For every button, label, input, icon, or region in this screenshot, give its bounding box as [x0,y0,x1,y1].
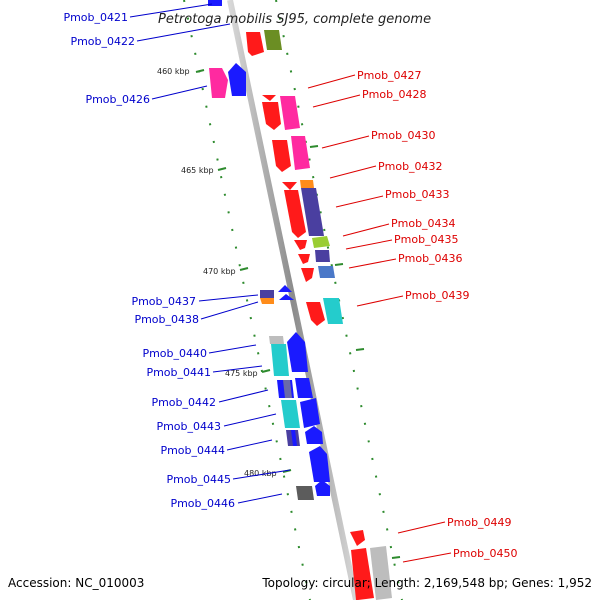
gene-label-pmob-0450[interactable]: Pmob_0450 [453,547,518,560]
gene-arrow-pmob-0433b[interactable] [301,188,324,236]
gene-label-pmob-0435[interactable]: Pmob_0435 [394,233,459,246]
gene-arrow-pmob-0440c[interactable] [287,332,308,372]
gene-arrow-pmob-0427b[interactable] [262,102,281,130]
gene-arrow-pmob-0443a[interactable] [281,400,300,428]
topology-text: Topology: circular; Length: 2,169,548 bp… [261,576,592,590]
gene-arrow-pmob-0436b[interactable] [318,266,335,278]
scale-major-ticks [195,69,401,559]
gene-arrow-pmob-0434b[interactable] [294,240,307,250]
gene-arrow-pmob-0444b[interactable] [291,430,297,446]
gene-label-pmob-0441[interactable]: Pmob_0441 [146,366,211,379]
gene-arrow-pmob-0428[interactable] [280,96,300,130]
gene-label-pmob-0428[interactable]: Pmob_0428 [362,88,427,101]
gene-label-pmob-0433[interactable]: Pmob_0433 [385,188,450,201]
accession-text: Accession: NC_010003 [8,576,144,590]
gene-arrow-pmob-0442b[interactable] [283,380,292,398]
gene-arrow-pmob-0449[interactable] [350,530,365,546]
leader-lines-left [129,3,291,504]
gene-arrow-pmob-0422b[interactable] [264,30,282,50]
gene-label-pmob-0427[interactable]: Pmob_0427 [357,69,422,82]
gene-arrow-pmob-0450b[interactable] [370,546,392,600]
scale-label-465: 465 kbp [181,166,214,175]
gene-arrow-pmob-0437b[interactable] [278,285,292,292]
scale-label-460: 460 kbp [157,67,190,76]
gene-arrow-pmob-0444c[interactable] [305,426,323,444]
gene-label-pmob-0430[interactable]: Pmob_0430 [371,129,436,142]
gene-label-pmob-0437[interactable]: Pmob_0437 [131,295,196,308]
gene-arrow-pmob-0445[interactable] [309,446,330,482]
gene-label-pmob-0436[interactable]: Pmob_0436 [398,252,463,265]
gene-label-pmob-0421[interactable]: Pmob_0421 [63,11,128,24]
gene-arrow-pmob-0437[interactable] [260,290,274,298]
gene-arrow-pmob-0430b[interactable] [291,136,310,170]
gene-arrow-pmob-0426b[interactable] [228,63,246,96]
genome-title: Petrotoga mobilis SJ95, complete genome [158,12,431,27]
gene-label-pmob-0438[interactable]: Pmob_0438 [134,313,199,326]
gene-arrow-pmob-0450a[interactable] [351,548,374,600]
gene-arrow-pmob-0427a[interactable] [262,95,276,101]
gene-label-pmob-0434[interactable]: Pmob_0434 [391,217,456,230]
gene-arrow-pmob-0426a[interactable] [209,68,228,98]
features-forward-strand [246,30,392,600]
gene-label-pmob-0449[interactable]: Pmob_0449 [447,516,512,529]
scale-label-470: 470 kbp [203,267,236,276]
gene-arrow-pmob-0422a[interactable] [246,32,264,56]
gene-label-pmob-0422[interactable]: Pmob_0422 [70,35,135,48]
gene-label-pmob-0445[interactable]: Pmob_0445 [166,473,231,486]
gene-label-pmob-0444[interactable]: Pmob_0444 [160,444,225,457]
gene-arrow-pmob-0441[interactable] [295,378,313,398]
scale-track-left [183,0,311,600]
gene-label-pmob-0439[interactable]: Pmob_0439 [405,289,470,302]
scale-label-475: 475 kbp [225,369,258,378]
gene-arrow-pmob-0432b[interactable] [300,180,314,188]
gene-arrow-pmob-0430a[interactable] [272,140,291,172]
gene-arrow-pmob-0445b[interactable] [315,480,330,496]
gene-arrow-pmob-0434[interactable] [312,236,330,248]
gene-arrow-pmob-0440b[interactable] [271,344,289,376]
gene-arrow-pmob-0439b[interactable] [323,298,343,324]
scale-label-480: 480 kbp [244,469,277,478]
gene-arrow-pmob-0436[interactable] [301,268,314,282]
gene-label-pmob-0443[interactable]: Pmob_0443 [156,420,221,433]
gene-label-pmob-0446[interactable]: Pmob_0446 [170,497,235,510]
gene-arrow-pmob-0433a[interactable] [284,190,306,238]
gene-arrow-pmob-0438[interactable] [260,298,274,304]
gene-label-pmob-0440[interactable]: Pmob_0440 [142,347,207,360]
gene-label-pmob-0442[interactable]: Pmob_0442 [151,396,216,409]
leader-lines-right [307,74,452,563]
gene-arrow-pmob-0446[interactable] [296,486,314,500]
gene-arrow-pmob-0439a[interactable] [306,302,325,326]
gene-arrow-pmob-0435b[interactable] [315,250,330,262]
gene-arrow-pmob-0432[interactable] [282,182,297,190]
gene-arrow-pmob-0438b[interactable] [279,294,294,300]
gene-arrow-pmob-0421[interactable] [208,0,222,6]
gene-label-pmob-0432[interactable]: Pmob_0432 [378,160,443,173]
gene-arrow-pmob-0440a[interactable] [269,336,284,344]
gene-label-pmob-0426[interactable]: Pmob_0426 [85,93,150,106]
gene-arrow-pmob-0443b[interactable] [300,398,320,428]
gene-arrow-pmob-0435[interactable] [298,254,310,264]
